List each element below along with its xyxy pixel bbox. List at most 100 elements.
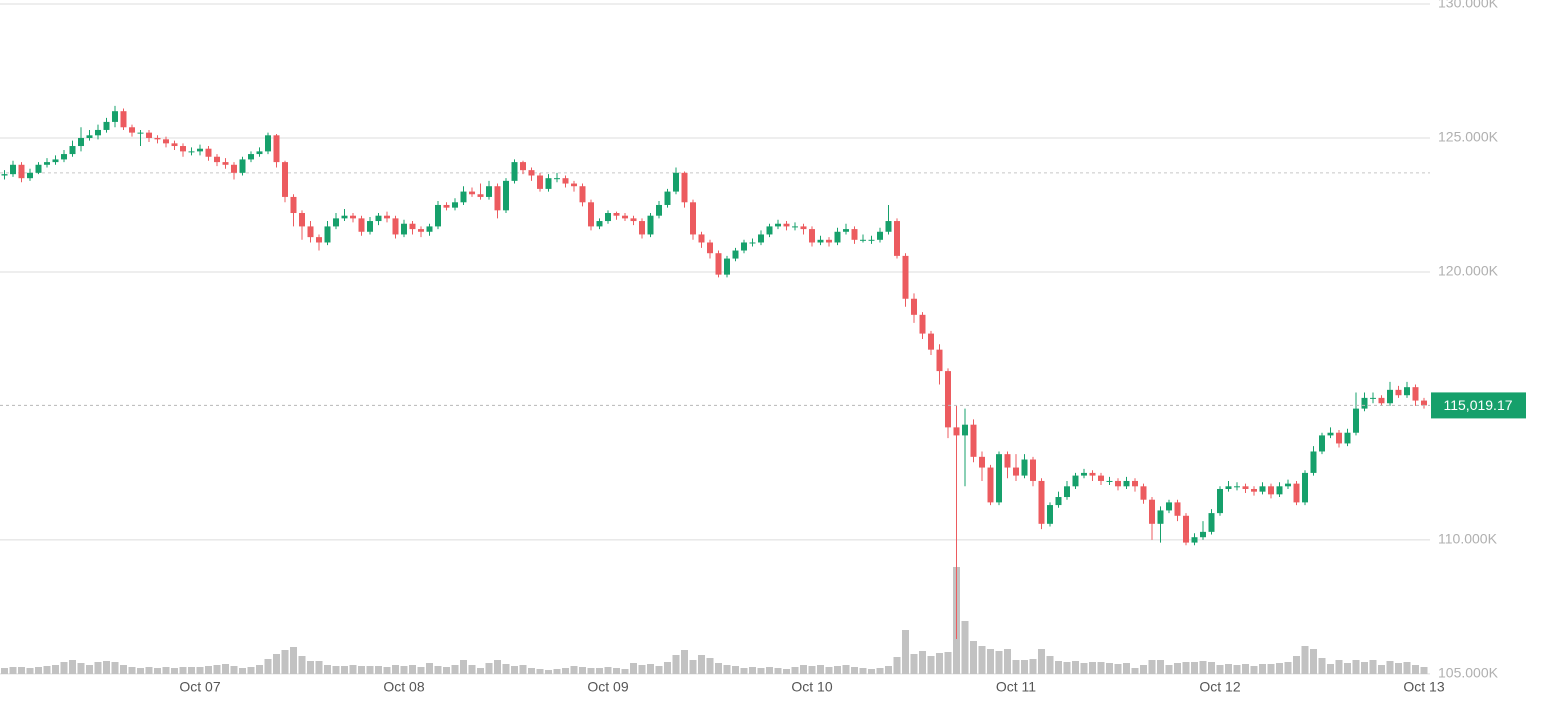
- candle-body: [18, 164, 25, 179]
- volume-bar: [1199, 661, 1207, 674]
- volume-bar: [1327, 664, 1334, 674]
- volume-bar: [1276, 663, 1283, 674]
- volume-bar: [188, 667, 195, 674]
- volume-bar: [315, 661, 323, 674]
- candle-body: [766, 226, 773, 235]
- volume-bar: [332, 666, 340, 674]
- candle-body: [945, 371, 951, 428]
- volume-bar: [774, 668, 782, 674]
- x-tick-label: Oct 10: [791, 679, 832, 695]
- y-tick-label: 130.000K: [1438, 0, 1499, 11]
- candle-body: [1174, 502, 1181, 516]
- last-price-label: 115,019.17: [1443, 397, 1512, 413]
- volume-bar: [417, 667, 425, 674]
- volume-bar: [1191, 662, 1198, 674]
- candle-body: [987, 467, 994, 503]
- candle-body: [222, 162, 229, 165]
- candle-body: [69, 146, 76, 155]
- candle-body: [214, 156, 220, 163]
- volume-bar: [103, 661, 110, 674]
- volume-bar: [1038, 649, 1045, 674]
- candle-body: [639, 221, 645, 235]
- volume-bar: [893, 657, 901, 674]
- candle-body: [1106, 480, 1113, 482]
- volume-bar: [1310, 649, 1317, 674]
- candle-body: [554, 178, 560, 180]
- candle-body: [902, 255, 909, 299]
- volume-bar: [383, 667, 391, 674]
- volume-bar: [655, 666, 663, 674]
- candle-body: [1183, 515, 1189, 543]
- candle-body: [1157, 510, 1164, 524]
- volume-bar: [1140, 665, 1147, 674]
- candle-body: [851, 229, 858, 240]
- volume-bar: [749, 667, 756, 674]
- volume-bar: [324, 665, 331, 674]
- candle-body: [197, 148, 203, 152]
- volume-bar: [26, 668, 34, 674]
- candle-body: [137, 132, 144, 134]
- candle-body: [367, 221, 373, 232]
- volume-bar: [1216, 665, 1224, 674]
- candle-body: [698, 234, 705, 243]
- volume-bar: [1369, 660, 1377, 674]
- candle-body: [528, 170, 535, 176]
- candle-body: [282, 162, 288, 197]
- volume-bar: [111, 662, 119, 674]
- candle-body: [1404, 387, 1410, 396]
- candle-body: [1319, 435, 1325, 452]
- y-tick-label: 110.000K: [1438, 531, 1498, 547]
- volume-bar: [468, 665, 476, 674]
- volume-bar: [43, 666, 51, 674]
- candle-body: [834, 231, 841, 243]
- candle-body: [936, 349, 943, 372]
- candle-body: [435, 204, 441, 227]
- candle-body: [418, 229, 424, 232]
- candle-body: [112, 111, 118, 122]
- candle-body: [469, 191, 475, 195]
- volume-bar: [689, 660, 697, 674]
- candle-body: [1, 174, 8, 176]
- candle-body: [1021, 459, 1028, 476]
- candle-body: [970, 424, 977, 457]
- y-tick-label: 105.000K: [1438, 665, 1499, 681]
- volume-bar: [936, 653, 943, 674]
- volume-bar: [460, 660, 467, 674]
- candle-body: [1013, 467, 1019, 476]
- candle-body: [520, 162, 526, 171]
- volume-bar: [647, 664, 654, 674]
- volume-bar: [876, 668, 884, 674]
- candle-body: [1217, 488, 1223, 514]
- candle-body: [1047, 505, 1053, 524]
- volume-bar: [1174, 663, 1181, 674]
- volume-bar: [698, 655, 705, 674]
- volume-bar: [1352, 660, 1360, 674]
- volume-bar: [171, 668, 178, 674]
- candle-body: [120, 111, 127, 128]
- candle-body: [1412, 387, 1419, 401]
- volume-bar: [375, 666, 382, 674]
- candle-body: [358, 218, 365, 232]
- candle-body: [171, 143, 178, 147]
- x-tick-label: Oct 09: [587, 679, 628, 695]
- volume-bar: [528, 668, 535, 674]
- volume-bar: [978, 646, 986, 674]
- candle-body: [1123, 480, 1130, 487]
- candle-body: [868, 239, 875, 241]
- candle-body: [239, 159, 246, 173]
- candle-body: [10, 164, 16, 175]
- volume-bar: [213, 665, 221, 674]
- candle-body: [953, 427, 960, 436]
- candle-body: [664, 191, 671, 205]
- candle-body: [885, 221, 892, 232]
- volume-bar: [1420, 667, 1428, 674]
- candle-body: [673, 172, 679, 192]
- candle-body: [61, 154, 67, 160]
- volume-bar: [927, 656, 935, 674]
- candle-body: [877, 231, 883, 240]
- candle-body: [1353, 408, 1359, 433]
- candle-body: [1327, 432, 1334, 436]
- y-tick-label: 125.000K: [1438, 129, 1499, 145]
- volume-bar: [859, 668, 867, 674]
- candle-body: [758, 234, 764, 243]
